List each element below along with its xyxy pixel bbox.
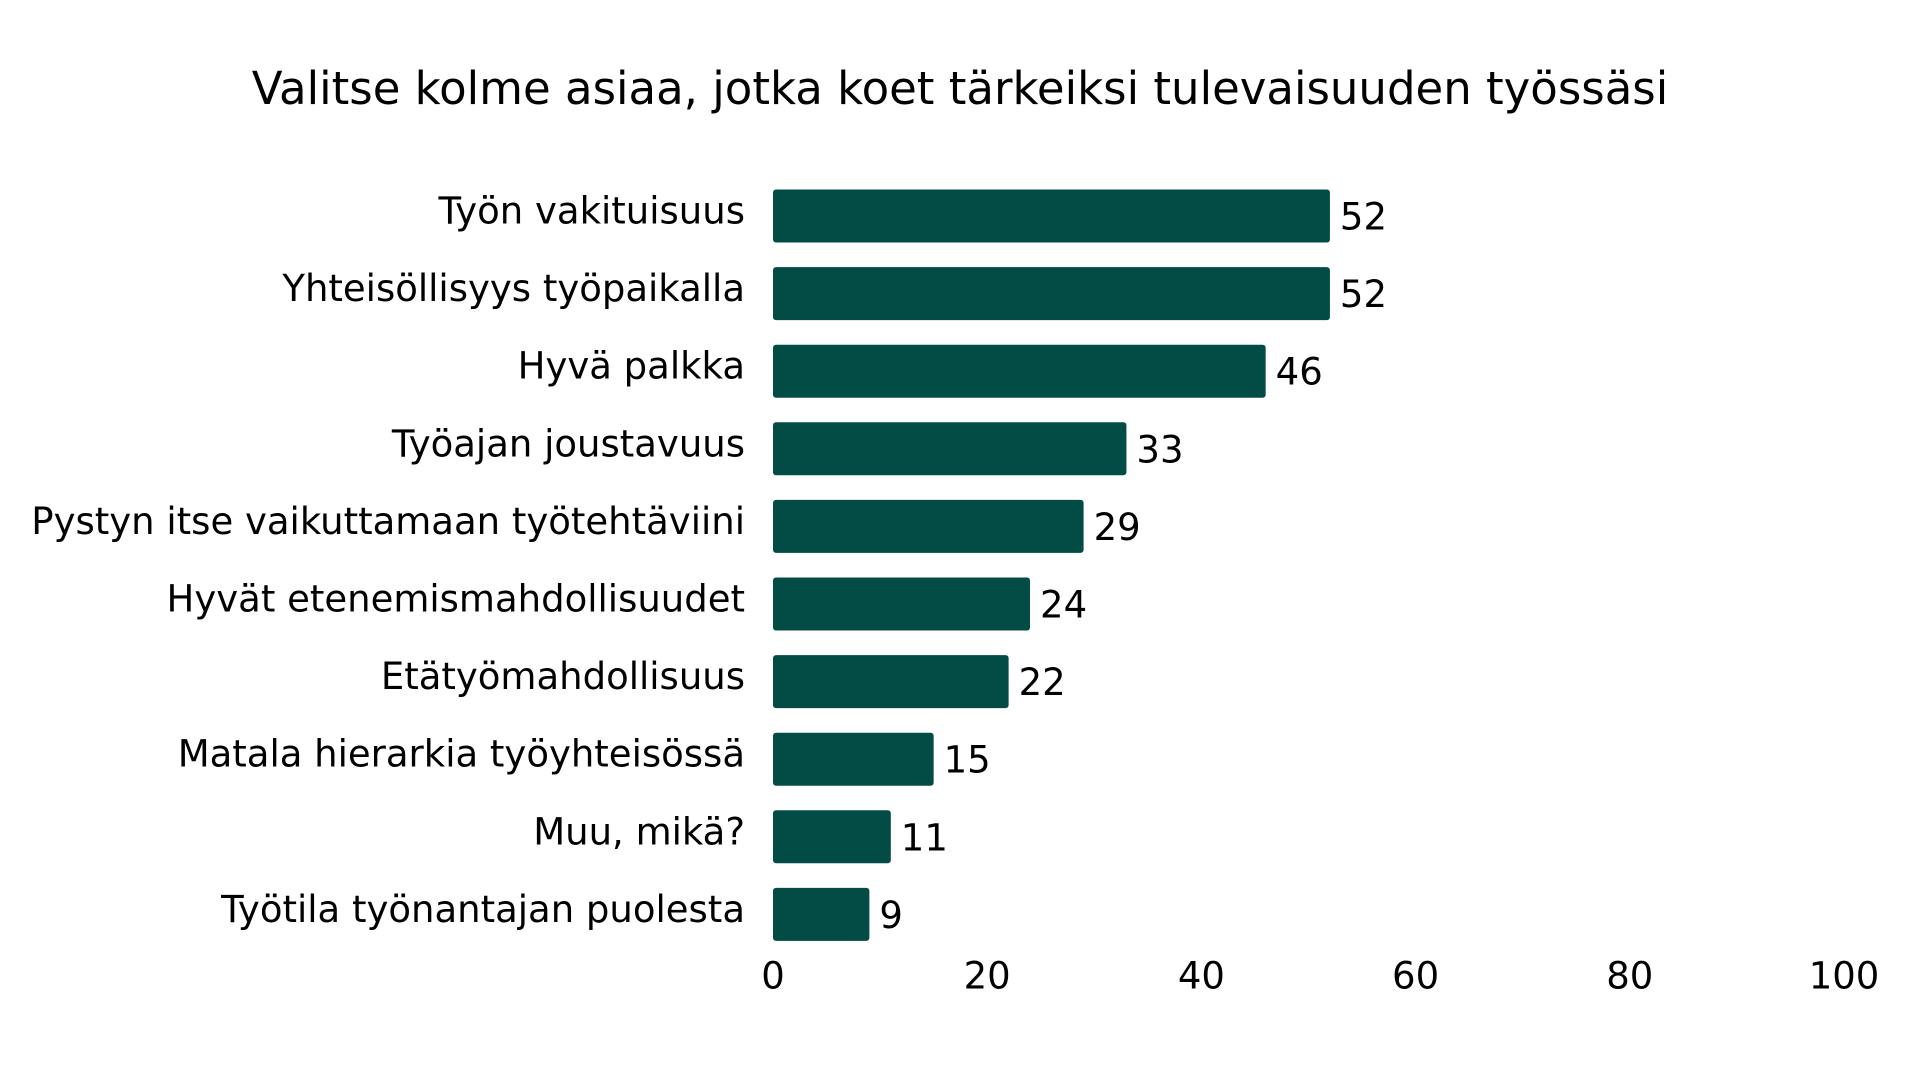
category-label: Pystyn itse vaikuttamaan työtehtäviini: [31, 500, 745, 543]
chart-title: Valitse kolme asiaa, jotka koet tärkeiks…: [251, 62, 1669, 115]
data-label: 46: [1276, 351, 1323, 394]
category-label: Hyvät etenemismahdollisuudet: [167, 578, 745, 621]
data-label: 52: [1340, 196, 1387, 239]
category-label: Etätyömahdollisuus: [381, 655, 745, 698]
data-label: 9: [879, 894, 903, 937]
category-label: Työn vakituisuus: [437, 190, 745, 233]
x-axis-ticks: 0 20 40 60 80 100: [761, 955, 1879, 998]
data-label: 33: [1136, 428, 1183, 471]
bar: [773, 499, 1084, 553]
bar: [773, 189, 1330, 243]
category-label: Työtila työnantajan puolesta: [220, 888, 745, 931]
category-label: Muu, mikä?: [533, 810, 745, 853]
x-tick-label: 60: [1392, 955, 1439, 998]
bar: [773, 732, 934, 786]
bar: [773, 344, 1266, 398]
data-label: 11: [901, 816, 948, 859]
x-tick-label: 40: [1178, 955, 1225, 998]
x-tick-label: 80: [1606, 955, 1653, 998]
category-label: Matala hierarkia työyhteisössä: [178, 733, 745, 776]
x-tick-label: 0: [761, 955, 785, 998]
category-label: Hyvä palkka: [518, 345, 745, 388]
data-label: 29: [1094, 506, 1141, 549]
data-label: 52: [1340, 273, 1387, 316]
data-label: 22: [1019, 661, 1066, 704]
bar: [773, 267, 1330, 321]
bar: [773, 422, 1127, 476]
bar: [773, 887, 870, 941]
category-label: Yhteisöllisyys työpaikalla: [281, 267, 745, 310]
category-labels: Työn vakituisuus Yhteisöllisyys työpaikal…: [31, 190, 745, 931]
bar: [773, 655, 1009, 709]
data-label: 15: [944, 739, 991, 782]
x-tick-label: 20: [964, 955, 1011, 998]
data-label: 24: [1040, 584, 1087, 627]
bar: [773, 810, 891, 864]
bar: [773, 577, 1031, 631]
bars-group: [773, 189, 1330, 941]
category-label: Työajan joustavuus: [391, 422, 745, 465]
x-tick-label: 100: [1809, 955, 1880, 998]
